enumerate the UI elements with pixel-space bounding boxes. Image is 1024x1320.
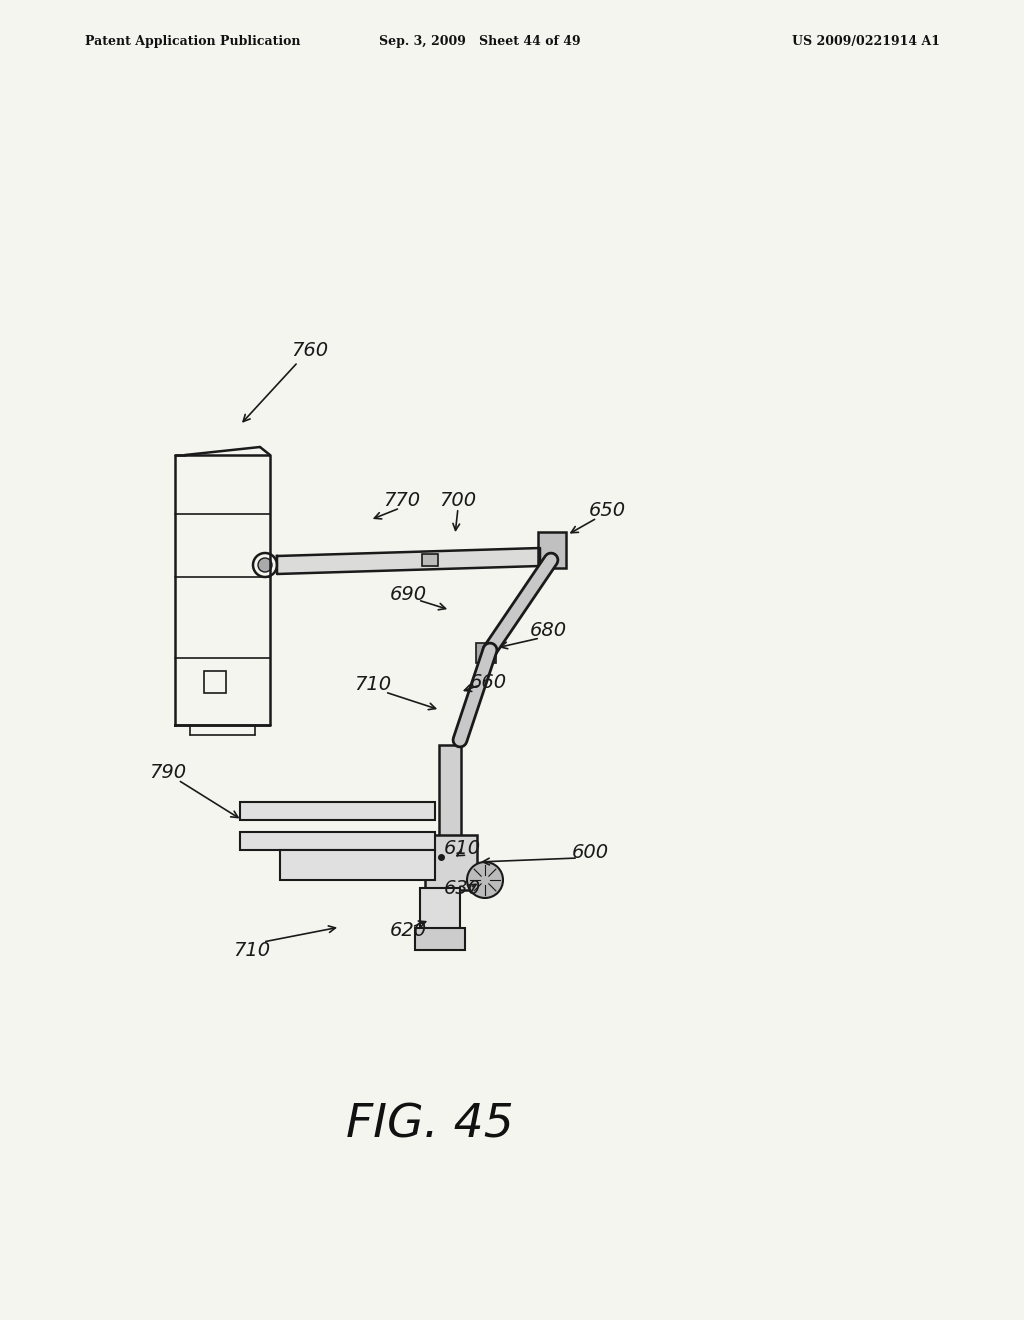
Text: 770: 770 bbox=[383, 491, 421, 510]
Bar bbox=[422, 554, 438, 566]
Text: 690: 690 bbox=[389, 586, 427, 605]
Bar bbox=[439, 744, 461, 875]
Text: Patent Application Publication: Patent Application Publication bbox=[85, 36, 300, 48]
Bar bbox=[415, 928, 465, 950]
Text: 630: 630 bbox=[443, 879, 480, 898]
Text: 600: 600 bbox=[571, 842, 608, 862]
Text: 710: 710 bbox=[233, 940, 270, 960]
Text: 680: 680 bbox=[529, 620, 566, 639]
Bar bbox=[420, 888, 460, 931]
Circle shape bbox=[258, 558, 272, 572]
Bar bbox=[240, 803, 435, 820]
Circle shape bbox=[467, 862, 503, 898]
Text: Sep. 3, 2009   Sheet 44 of 49: Sep. 3, 2009 Sheet 44 of 49 bbox=[379, 36, 581, 48]
Text: 790: 790 bbox=[150, 763, 186, 781]
Text: 710: 710 bbox=[354, 676, 391, 694]
Text: 620: 620 bbox=[389, 920, 427, 940]
Text: US 2009/0221914 A1: US 2009/0221914 A1 bbox=[792, 36, 940, 48]
Text: FIG. 45: FIG. 45 bbox=[346, 1102, 514, 1147]
Polygon shape bbox=[278, 548, 540, 574]
Bar bbox=[240, 832, 435, 850]
Text: 700: 700 bbox=[439, 491, 476, 510]
Bar bbox=[476, 643, 496, 663]
Bar bbox=[204, 671, 225, 693]
Bar bbox=[280, 850, 435, 880]
Bar bbox=[425, 836, 477, 890]
Text: 610: 610 bbox=[443, 838, 480, 858]
Text: 660: 660 bbox=[469, 672, 507, 692]
Bar bbox=[538, 532, 566, 568]
Text: 760: 760 bbox=[292, 341, 329, 359]
Text: 650: 650 bbox=[589, 500, 626, 520]
